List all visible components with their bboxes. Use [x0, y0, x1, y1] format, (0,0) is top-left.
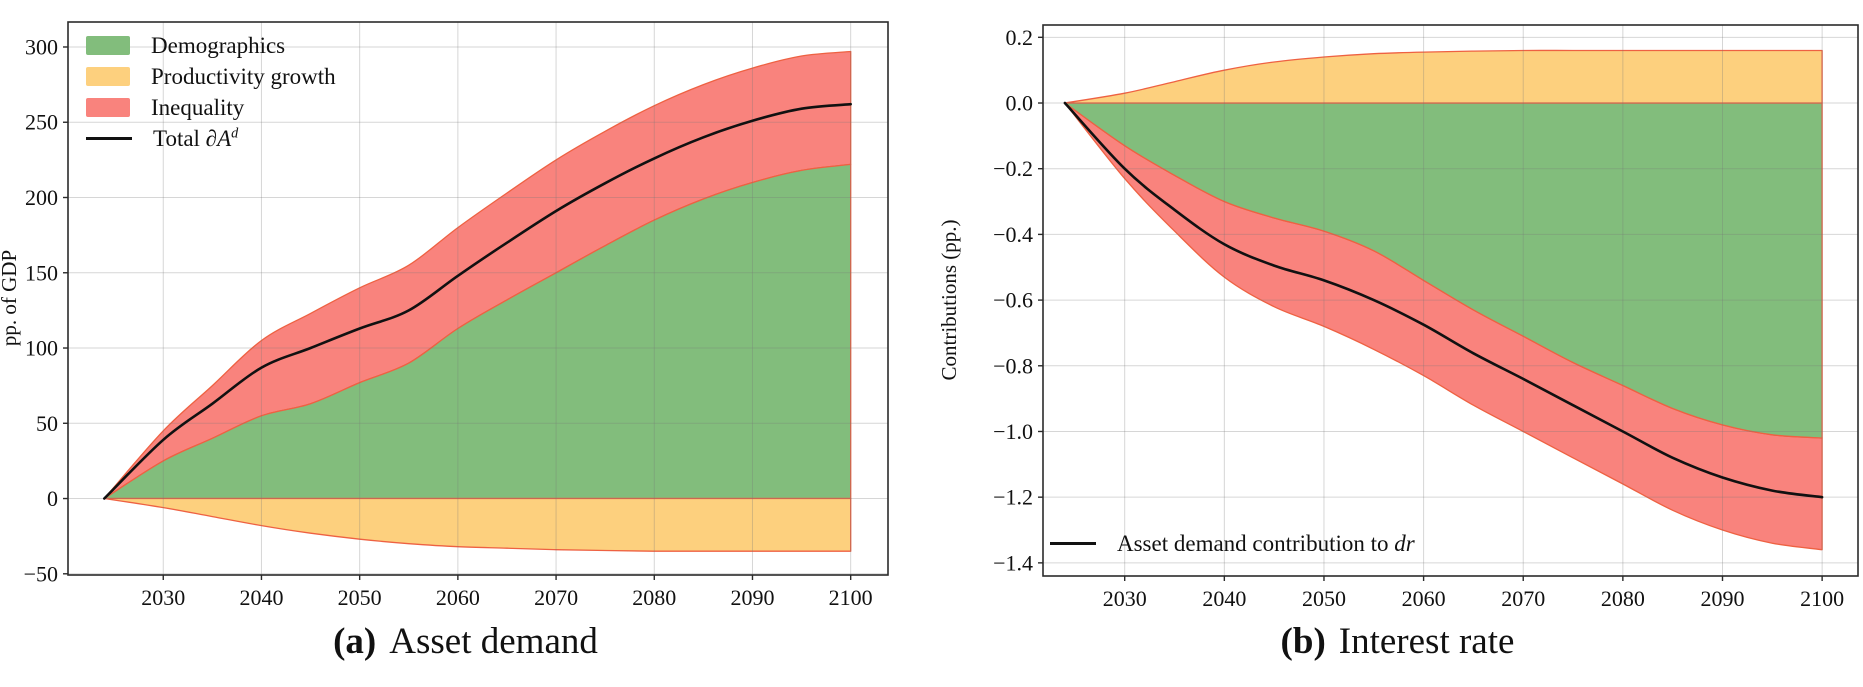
y-tick-label: −1.2 — [993, 485, 1033, 510]
x-tick-label: 2050 — [1302, 586, 1346, 610]
y-tick-label: −0.6 — [993, 288, 1033, 313]
y-tick-label: 100 — [25, 336, 58, 361]
y-tick-label: −0.2 — [993, 156, 1033, 181]
legend-label: Total ∂Ad — [153, 125, 239, 151]
legend-label: Asset demand contribution to dr — [1117, 532, 1415, 555]
plot-render-layer: 2030 2040 2050 2060 2070 2080 2090 2100 0.2 0.0 −0… — [993, 24, 1859, 610]
caption-tag: (a) — [333, 621, 377, 662]
x-tick-label: 2100 — [1800, 586, 1844, 610]
caption-text: Asset demand — [389, 621, 598, 662]
productivity-swatch — [86, 67, 130, 86]
y-tick-label: 300 — [25, 34, 58, 59]
total-line — [103, 102, 852, 500]
y-tick-label: −0.4 — [993, 222, 1033, 247]
demographics-swatch — [86, 36, 130, 55]
y-tick-label: 0.0 — [1006, 91, 1034, 116]
y-axis-label: pp. of GDP — [0, 250, 21, 346]
legend-label-sup: d — [231, 125, 239, 142]
axis-ticks — [63, 46, 852, 580]
x-tick-label: 2030 — [141, 585, 185, 610]
y-tick-label: −50 — [24, 561, 58, 586]
gridlines — [1043, 25, 1858, 576]
y-tick-label: −1.4 — [993, 550, 1033, 575]
x-tick-label: 2080 — [1601, 586, 1645, 610]
y-tick-label: 150 — [25, 260, 58, 285]
x-tick-label: 2080 — [632, 585, 676, 610]
x-tick-label: 2050 — [338, 585, 382, 610]
legend-label-symbol: A — [217, 126, 232, 151]
contribution-line-swatch — [1050, 542, 1096, 545]
x-tick-label: 2030 — [1103, 586, 1147, 610]
legend-item-productivity: Productivity growth — [86, 61, 336, 92]
interest-rate-figure: 2030 2040 2050 2060 2070 2080 2090 2100 0.2 0.0 −0… — [932, 0, 1863, 687]
y-tick-label: 0 — [47, 486, 58, 511]
legend-label-symbol: dr — [1394, 531, 1415, 556]
legend-item-asset-demand-contribution: Asset demand contribution to dr — [1050, 528, 1415, 559]
legend-item-demographics: Demographics — [86, 30, 336, 61]
x-tick-label: 2070 — [534, 585, 578, 610]
total-line-swatch — [86, 137, 132, 140]
productivity-area — [103, 497, 852, 552]
legend-label-prefix: Asset demand contribution to — [1117, 531, 1395, 556]
total-line — [1063, 101, 1824, 499]
x-tick-label: 2090 — [1700, 586, 1744, 610]
productivity-area — [1064, 49, 1823, 104]
asset-demand-plot: 2030 2040 2050 2060 2070 2080 2090 2100 −50 0 50 10… — [0, 21, 889, 610]
legend-label: Productivity growth — [151, 64, 336, 89]
legend-item-total: Total ∂Ad — [86, 123, 336, 154]
x-tick-label: 2070 — [1501, 586, 1545, 610]
x-tick-label: 2060 — [436, 585, 480, 610]
x-tick-label: 2060 — [1402, 586, 1446, 610]
figure-caption-a: (a) Asset demand — [0, 620, 931, 663]
x-tick-label: 2100 — [829, 585, 873, 610]
gridlines — [68, 22, 888, 575]
asset-demand-figure: 2030 2040 2050 2060 2070 2080 2090 2100 −50 0 50 10… — [0, 0, 931, 687]
caption-tag: (b) — [1280, 621, 1326, 662]
x-tick-label: 2040 — [239, 585, 283, 610]
x-tick-label: 2090 — [730, 585, 774, 610]
plot-border — [67, 21, 889, 576]
y-tick-label: 200 — [25, 185, 58, 210]
y-tick-label: −0.8 — [993, 353, 1033, 378]
plot-render-layer: 2030 2040 2050 2060 2070 2080 2090 2100 −50 0 50 10… — [24, 21, 889, 610]
figure-caption-b: (b) Interest rate — [932, 620, 1863, 663]
inequality-swatch — [86, 98, 130, 117]
interest-rate-plot: 2030 2040 2050 2060 2070 2080 2090 2100 0.2 0.0 −0… — [937, 24, 1859, 610]
y-tick-label: 250 — [25, 110, 58, 135]
y-tick-label: −1.0 — [993, 419, 1033, 444]
legend-label-prefix: Total ∂ — [153, 126, 218, 151]
axis-ticks — [1038, 36, 1823, 581]
legend-label: Inequality — [151, 95, 245, 120]
y-axis-label: Contributions (pp.) — [937, 219, 961, 380]
asset-demand-legend: Demographics Productivity growth Inequal… — [86, 30, 336, 154]
interest-rate-legend: Asset demand contribution to dr — [1050, 528, 1415, 559]
y-tick-label: 50 — [36, 411, 58, 436]
caption-text: Interest rate — [1338, 621, 1515, 662]
y-tick-label: 0.2 — [1006, 25, 1034, 50]
legend-label: Demographics — [151, 33, 286, 58]
legend-item-inequality: Inequality — [86, 92, 336, 123]
x-tick-label: 2040 — [1202, 586, 1246, 610]
